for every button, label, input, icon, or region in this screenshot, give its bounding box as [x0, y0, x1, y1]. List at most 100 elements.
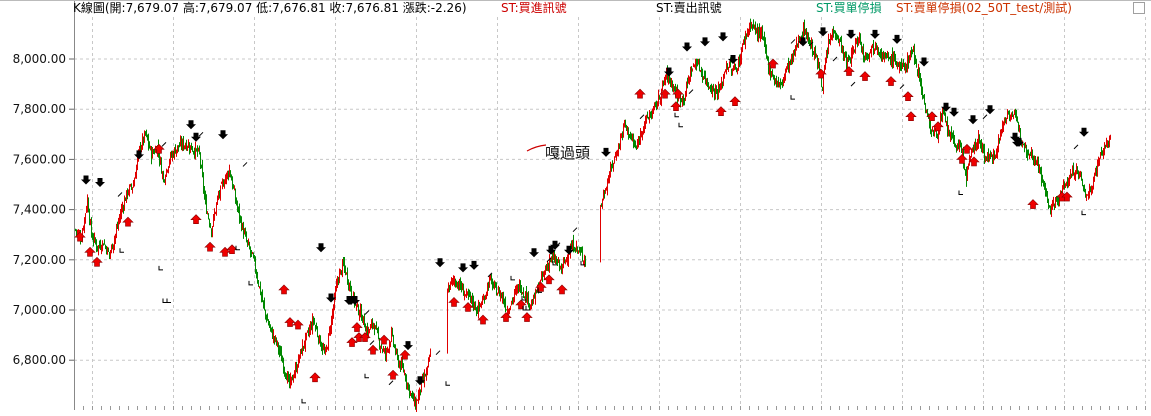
legend-buy-signal: ST:買進訊號 [501, 1, 567, 15]
sell-stop-mark [982, 114, 988, 120]
sell-stop-mark [790, 39, 796, 44]
buy-stop-mark [301, 398, 306, 404]
signal-markers [74, 27, 1089, 404]
buy-stop-mark [521, 295, 526, 301]
buy-stop-mark [674, 112, 679, 118]
sell-signal-arrow-icon [458, 263, 468, 273]
sell-stop-mark [572, 227, 578, 233]
buy-signal-arrow-icon [278, 284, 290, 295]
buy-signal-arrow-icon [122, 216, 134, 227]
buy-stop-mark [235, 245, 240, 251]
buy-signal-arrow-icon [153, 143, 165, 154]
sell-signal-arrow-icon [415, 376, 425, 386]
buy-stop-mark [678, 122, 683, 128]
legend-sell-stop: ST:賣單停損(02_50T_test/測試) [896, 1, 1072, 15]
sell-stop-mark [198, 131, 204, 137]
buy-stop-mark [119, 248, 124, 253]
buy-signal-arrow-icon [885, 76, 897, 86]
buy-signal-arrow-icon [659, 88, 671, 99]
buy-stop-mark [158, 265, 163, 271]
sell-signal-arrow-icon [892, 34, 902, 44]
sell-signal-arrow-icon [191, 132, 201, 142]
sell-stop-mark [639, 114, 645, 120]
sell-stop-mark [688, 89, 694, 94]
chart-header: K線圖(開:7,679.07 高:7,679.07 低:7,676.81 收:7… [73, 0, 1151, 17]
buy-signal-arrow-icon [932, 121, 944, 132]
sell-signal-arrow-icon [550, 240, 560, 250]
buy-signal-arrow-icon [767, 58, 779, 69]
buy-stop-mark [552, 260, 557, 266]
y-tick-label: 7,400.00 [13, 203, 66, 217]
buy-signal-arrow-icon [378, 334, 390, 345]
buy-signal-arrow-icon [477, 314, 489, 325]
close-box-icon[interactable] [1133, 2, 1145, 14]
buy-stop-mark [510, 275, 515, 281]
buy-signal-arrow-icon [309, 372, 321, 383]
buy-stop-mark [1081, 210, 1086, 216]
sell-stop-mark [369, 340, 375, 345]
buy-stop-mark [445, 381, 450, 386]
sell-signal-arrow-icon [529, 248, 539, 258]
buy-stop-mark [166, 298, 171, 303]
legend-sell-signal: ST:賣出訊號 [656, 1, 722, 15]
annotation-group: 嘎過頭 [526, 144, 590, 162]
sell-signal-arrow-icon [718, 32, 728, 42]
buy-signal-arrow-icon [1061, 191, 1073, 202]
sell-stop-mark [832, 56, 838, 62]
sell-signal-arrow-icon [186, 120, 196, 130]
buy-signal-arrow-icon [84, 246, 96, 257]
sell-signal-arrow-icon [941, 102, 951, 112]
buy-stop-mark [580, 260, 585, 266]
buy-stop-mark [162, 298, 167, 303]
buy-signal-arrow-icon [556, 284, 568, 295]
sell-signal-arrow-icon [664, 67, 674, 77]
sell-signal-arrow-icon [469, 260, 479, 270]
sell-stop-mark [487, 272, 493, 278]
sell-stop-mark [117, 192, 123, 197]
buy-stop-mark [525, 306, 530, 311]
buy-signal-arrow-icon [387, 369, 399, 380]
buy-signal-arrow-icon [190, 214, 202, 224]
y-axis: 8,000.00 7,800.00 7,600.00 7,400.00 7,200.00… [13, 52, 74, 367]
y-tick-label: 7,800.00 [13, 102, 66, 116]
buy-signal-arrow-icon [956, 153, 968, 164]
sell-stop-mark [388, 380, 394, 386]
sell-stop-mark [546, 257, 552, 263]
buy-signal-arrow-icon [91, 256, 103, 267]
y-tick-label: 7,200.00 [13, 253, 66, 267]
sell-stop-mark [555, 242, 561, 248]
buy-signal-arrow-icon [543, 274, 555, 285]
sell-stop-mark [1073, 144, 1079, 150]
sell-signal-arrow-icon [326, 293, 336, 303]
candles [75, 18, 1111, 413]
sell-signal-arrow-icon [968, 115, 978, 125]
buy-signal-arrow-icon [204, 241, 216, 252]
buy-signal-arrow-icon [284, 317, 296, 327]
sell-signal-arrow-icon [728, 55, 738, 64]
sell-signal-arrow-icon [1010, 132, 1020, 142]
sell-stop-mark [161, 141, 167, 147]
buy-signal-arrow-icon [926, 111, 938, 122]
sell-signal-arrow-icon [218, 130, 228, 140]
sell-signal-arrow-icon [601, 147, 611, 157]
ohlc-readout: K線圖(開:7,679.07 高:7,679.07 低:7,676.81 收:7… [73, 1, 467, 15]
sell-signal-arrow-icon [1014, 137, 1024, 147]
sell-signal-arrow-icon [134, 150, 144, 160]
buy-signal-arrow-icon [902, 91, 914, 101]
sell-signal-arrow-icon [403, 341, 413, 351]
buy-signal-arrow-icon [367, 344, 379, 355]
sell-signal-arrow-icon [949, 107, 959, 117]
buy-signal-arrow-icon [74, 231, 86, 242]
buy-signal-arrow-icon [715, 106, 727, 117]
buy-signal-arrow-icon [448, 297, 460, 307]
buy-signal-arrow-icon [399, 349, 411, 360]
sell-stop-mark [850, 81, 856, 87]
buy-signal-arrow-icon [292, 319, 304, 330]
buy-signal-arrow-icon [729, 96, 741, 106]
sell-stop-mark [242, 162, 248, 167]
annotation-line [526, 144, 547, 152]
annotation-label: 嘎過頭 [545, 144, 590, 162]
sell-signal-arrow-icon [798, 37, 808, 47]
sell-signal-arrow-icon [1079, 127, 1089, 137]
sell-signal-arrow-icon [870, 29, 880, 39]
